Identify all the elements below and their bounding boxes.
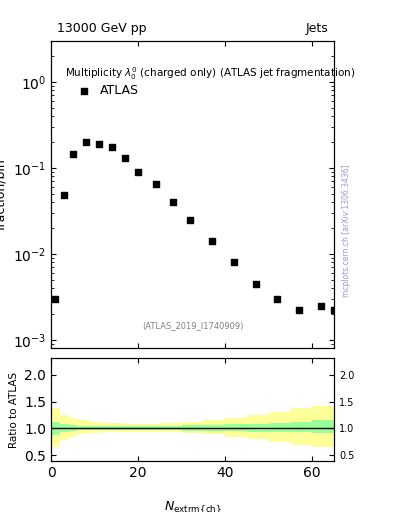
ATLAS [109,143,115,151]
ATLAS [331,306,337,314]
Text: $N_{\mathrm{extrm\{ch\}}}$: $N_{\mathrm{extrm\{ch\}}}$ [163,500,222,512]
ATLAS [96,140,102,148]
Text: (ATLAS_2019_I1740909): (ATLAS_2019_I1740909) [142,321,243,330]
ATLAS [296,306,302,314]
ATLAS [152,180,159,188]
ATLAS [170,198,176,206]
ATLAS [231,258,237,266]
Legend: ATLAS: ATLAS [72,84,139,97]
ATLAS [209,237,215,245]
Y-axis label: fraction/bin: fraction/bin [0,159,7,230]
Text: 13000 GeV pp: 13000 GeV pp [57,22,146,35]
Text: mcplots.cern.ch [arXiv:1306.3436]: mcplots.cern.ch [arXiv:1306.3436] [342,164,351,297]
ATLAS [318,302,324,310]
ATLAS [61,191,67,199]
ATLAS [253,280,259,288]
ATLAS [70,150,76,158]
ATLAS [122,154,128,162]
ATLAS [135,168,141,176]
ATLAS [83,138,89,146]
ATLAS [187,216,193,224]
Text: Multiplicity $\lambda_0^0$ (charged only) (ATLAS jet fragmentation): Multiplicity $\lambda_0^0$ (charged only… [65,66,356,82]
Text: Jets: Jets [306,22,329,35]
ATLAS [274,295,281,303]
ATLAS [52,295,59,303]
Y-axis label: Ratio to ATLAS: Ratio to ATLAS [9,372,19,447]
